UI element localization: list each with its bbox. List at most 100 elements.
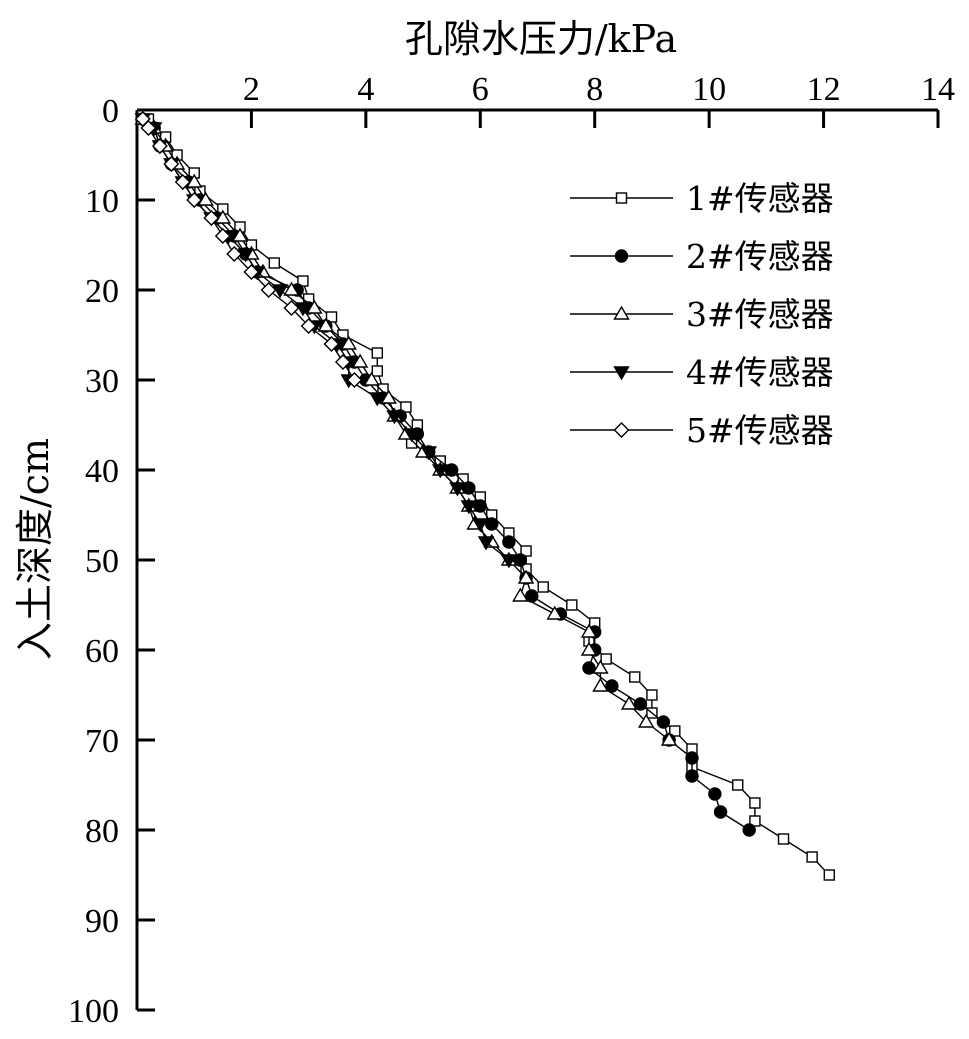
series-2-point: [462, 481, 476, 495]
x-tick-label: 6: [472, 71, 489, 108]
y-tick-label: 90: [85, 903, 119, 940]
y-axis-title: 入土深度/cm: [13, 438, 57, 660]
series-3-point: [660, 731, 678, 746]
series-5-point: [283, 300, 300, 316]
series-3-point: [214, 209, 232, 224]
series-5-point: [214, 228, 231, 244]
legend: 1#传感器 2#传感器 3#传感器 4#传感器 5#传感器: [570, 179, 834, 450]
series-4-point: [472, 518, 489, 533]
series-5-point: [203, 210, 220, 226]
axes: 2 4 6 8 10 12 14 0 10 20 30 40 50 60 70 80 90 100: [68, 71, 955, 1030]
series-1-point: [566, 599, 578, 611]
series-5-point: [334, 354, 351, 370]
series-5-point: [243, 264, 260, 280]
legend-item-3: 3#传感器: [570, 295, 834, 334]
series-2-point: [485, 517, 499, 531]
series-1-point: [646, 689, 658, 701]
series-5-point: [174, 174, 191, 190]
series-1-point: [400, 401, 412, 413]
series-5-point: [323, 336, 340, 352]
series-4-point: [386, 410, 403, 425]
x-tick-label: 10: [692, 71, 726, 108]
series-3-point: [283, 281, 300, 296]
series-2-point: [656, 715, 671, 729]
series-1-point: [749, 797, 761, 809]
series-3-point: [380, 389, 397, 404]
series-1-point: [537, 581, 549, 593]
series-5-point: [300, 318, 317, 334]
series-5: [134, 111, 363, 388]
series-layer: [134, 110, 835, 881]
series-3-point: [185, 173, 203, 188]
series-1-point: [297, 275, 309, 287]
series-1-point: [325, 311, 338, 323]
series-1: [142, 113, 835, 881]
series-3-point: [637, 713, 655, 728]
legend-marker: [614, 249, 629, 263]
y-tick-label: 30: [85, 363, 119, 400]
legend-item-1: 1#传感器: [570, 179, 834, 218]
series-1-point: [806, 851, 818, 863]
series-4-point: [271, 284, 289, 299]
legend-label: 4#传感器: [686, 353, 834, 392]
series-4-point: [237, 248, 254, 263]
series-5-point: [140, 120, 157, 136]
legend-item-2: 2#传感器: [570, 237, 834, 276]
series-1-point: [268, 257, 281, 269]
legend-label: 3#传感器: [686, 295, 834, 334]
series-2-point: [713, 805, 728, 819]
x-tick-label: 2: [243, 71, 260, 108]
series-3-point: [231, 227, 249, 242]
x-tick-label: 4: [357, 71, 374, 108]
series-1-point: [371, 365, 383, 377]
series-2-point: [685, 769, 699, 783]
series-1-point: [749, 815, 761, 827]
series-3-point: [340, 335, 357, 350]
series-5-point: [163, 156, 180, 172]
y-tick-label: 70: [85, 723, 119, 760]
series-2-point: [685, 751, 699, 765]
series-1-point: [520, 545, 532, 557]
series-2-point: [582, 661, 596, 675]
series-4-point: [432, 464, 449, 479]
series-2-point: [633, 697, 648, 711]
series-2-point: [742, 823, 756, 837]
series-5-point: [260, 282, 277, 298]
series-5-point: [186, 192, 203, 208]
y-tick-label: 0: [102, 93, 119, 130]
legend-label: 5#传感器: [686, 411, 834, 450]
y-tick-label: 100: [68, 993, 119, 1030]
legend-marker: [613, 366, 630, 381]
series-4-point: [420, 446, 438, 461]
series-3-point: [306, 299, 323, 314]
series-3-point: [351, 353, 369, 368]
series-3-point: [317, 317, 335, 332]
series-3-point: [580, 623, 598, 638]
series-2-point: [444, 463, 459, 477]
y-tick-label: 40: [85, 453, 119, 490]
series-4-point: [477, 536, 495, 551]
series-2-point: [513, 553, 528, 567]
series-3-point: [546, 605, 563, 620]
series-3-point: [620, 695, 638, 710]
x-tick-label: 8: [586, 71, 603, 108]
series-3-point: [580, 641, 598, 656]
series-3-point: [592, 677, 609, 692]
series-3-point: [363, 371, 380, 386]
y-tick-label: 60: [85, 633, 119, 670]
series-5-point: [151, 138, 168, 154]
series-3-point: [512, 587, 529, 602]
series-1-point: [371, 347, 383, 359]
legend-label: 1#传感器: [686, 179, 834, 218]
series-5-point: [226, 246, 243, 262]
series-2-point: [473, 499, 487, 513]
series-1-point: [600, 653, 612, 665]
series-4-point: [369, 392, 386, 407]
legend-marker: [615, 192, 628, 204]
x-axis-title: 孔隙水压力/kPa: [405, 17, 677, 61]
series-3-point: [592, 659, 609, 674]
series-5-point: [346, 372, 363, 388]
legend-marker: [613, 305, 630, 320]
series-1-point: [629, 671, 641, 683]
